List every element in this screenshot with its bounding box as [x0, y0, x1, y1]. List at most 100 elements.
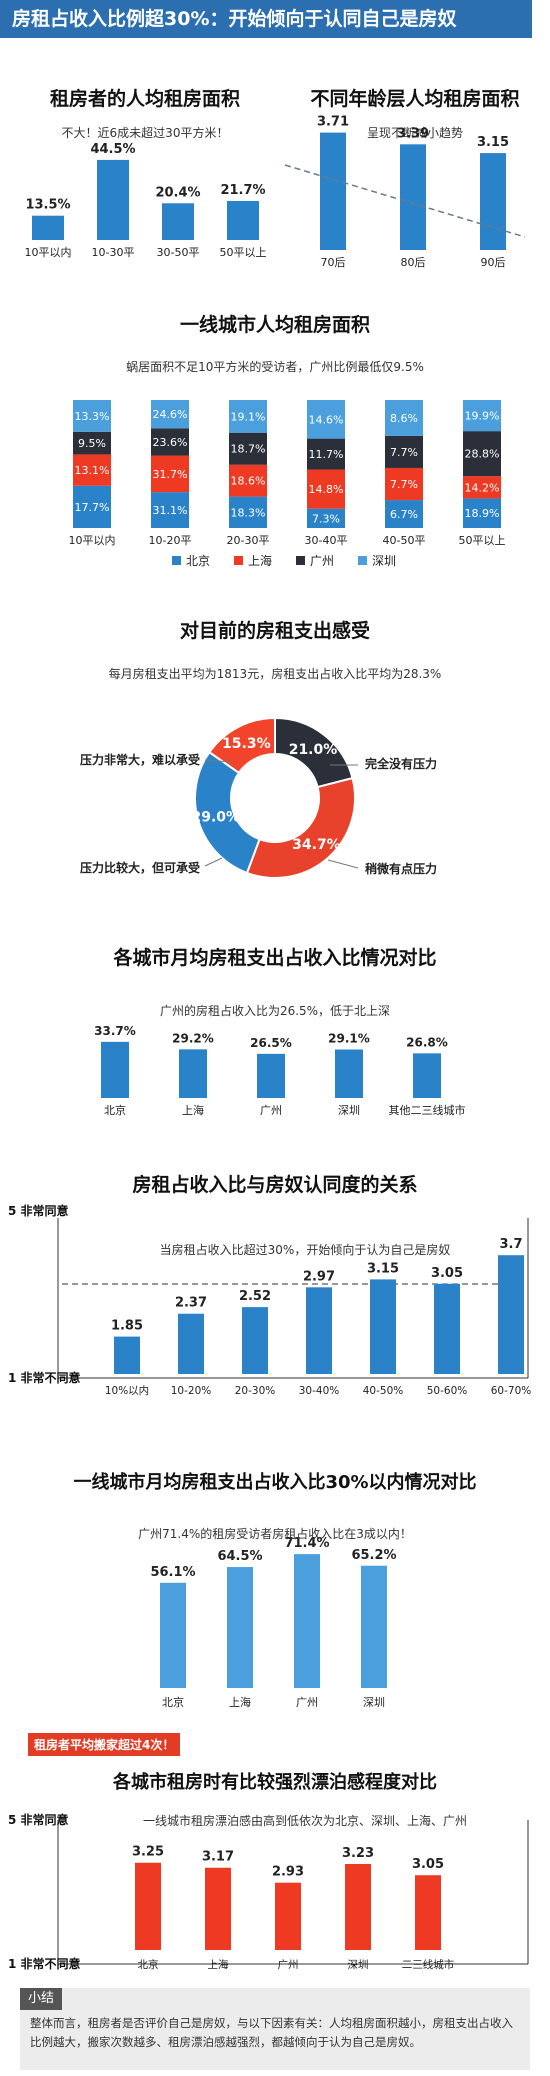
city-area-value-label: 31.7%: [153, 468, 188, 481]
summary-text: 整体而言，租房者是否评价自己是房奴，与以下因素有关：人均租房面积越小，房租支出占…: [30, 2016, 513, 2049]
drift-category-label: 广州: [278, 1959, 299, 1971]
drift-bar: [135, 1862, 161, 1950]
city-area-segment: [307, 400, 345, 439]
donut-category-label: 完全没有压力: [365, 756, 437, 771]
city-area-segment: [73, 431, 111, 455]
city-area-value-label: 19.1%: [231, 410, 266, 423]
age-trendline: [284, 164, 526, 238]
drift-bar: [345, 1863, 371, 1950]
donut-value-label: 21.0%: [289, 742, 338, 758]
drift-category-label: 深圳: [348, 1959, 369, 1971]
area-value-label: 21.7%: [220, 183, 265, 198]
city-area-segment: [151, 400, 189, 429]
ratio-category-label: 其他二三线城市: [389, 1103, 466, 1117]
within30-value-label: 71.4%: [284, 1536, 329, 1551]
age-category-label: 70后: [321, 256, 346, 269]
city-area-segment: [463, 498, 501, 528]
ratio-value-label: 29.2%: [172, 1031, 214, 1045]
donut-value-label: 15.3%: [222, 736, 271, 752]
y-axis-bottom-label: 1 非常不同意: [8, 1370, 81, 1385]
donut-category-label: 压力比较大，但可承受: [80, 860, 200, 875]
ratio-bar: [257, 1053, 285, 1098]
slave-bar: [370, 1279, 396, 1374]
slave-bar: [242, 1307, 268, 1374]
slave-category-label: 10%以内: [105, 1384, 149, 1397]
area-category-label: 10-30平: [92, 246, 135, 259]
city-area-segment: [73, 454, 111, 486]
city-area-category-label: 10-20平: [149, 534, 192, 547]
age-category-label: 90后: [481, 256, 506, 269]
slave-value-label: 3.15: [367, 1261, 399, 1276]
section-title-ratio: 各城市月均房租支出占收入比情况对比: [113, 947, 437, 969]
summary-box: [20, 1988, 530, 2070]
drift-category-label: 二三线城市: [402, 1958, 455, 1971]
area-bar: [162, 203, 194, 240]
city-area-value-label: 14.2%: [465, 481, 500, 494]
within30-category-label: 广州: [296, 1696, 318, 1709]
ratio-bar: [413, 1053, 441, 1098]
y-axis-bottom-label: 1 非常不同意: [8, 1956, 81, 1971]
area-category-label: 30-50平: [157, 246, 200, 259]
city-area-value-label: 7.3%: [312, 512, 340, 525]
area-category-label: 10平以内: [25, 245, 72, 259]
city-area-value-label: 28.8%: [465, 448, 500, 461]
city-area-value-label: 9.5%: [78, 437, 106, 450]
drift-value-label: 2.93: [272, 1865, 304, 1880]
ratio-value-label: 26.8%: [406, 1035, 448, 1049]
slave-value-label: 1.85: [111, 1319, 143, 1334]
ratio-chart: 33.7% 北京 29.2% 上海 26.5% 广州 29.1% 深圳 26.8% 其他二三线城市: [94, 1024, 465, 1117]
slave-category-label: 10-20%: [171, 1385, 212, 1397]
city-area-segment: [463, 431, 501, 477]
drift-category-label: 上海: [208, 1958, 229, 1971]
section-title-age: 不同年龄层人均租房面积: [310, 88, 520, 110]
ratio-value-label: 33.7%: [94, 1024, 136, 1038]
y-axis-top-label: 5 非常同意: [8, 1203, 69, 1218]
within30-chart: 56.1% 北京 64.5% 上海 71.4% 广州 65.2% 深圳: [150, 1536, 396, 1709]
city-area-value-label: 13.3%: [75, 410, 110, 423]
donut-leader-line: [327, 859, 359, 869]
legend-label: 广州: [310, 554, 334, 568]
within30-category-label: 深圳: [363, 1696, 385, 1709]
city-area-segment: [229, 432, 267, 465]
slave-category-label: 30-40%: [299, 1385, 340, 1397]
city-area-segment: [463, 400, 501, 432]
slave-bar: [114, 1336, 140, 1374]
within30-bar: [227, 1567, 253, 1688]
city-area-segment: [463, 476, 501, 499]
legend-swatch: [234, 556, 243, 565]
city-area-value-label: 19.9%: [465, 410, 500, 423]
within30-bar: [160, 1582, 186, 1688]
city-area-category-label: 20-30平: [227, 534, 270, 547]
city-area-category-label: 10平以内: [69, 533, 116, 547]
legend-swatch: [358, 556, 367, 565]
city-area-segment: [151, 492, 189, 528]
city-area-value-label: 18.7%: [231, 443, 266, 456]
age-bar: [400, 144, 426, 250]
city-area-segment: [229, 464, 267, 497]
within30-bar: [294, 1554, 320, 1688]
section-sub-within30: 广州71.4%的租房受访者房租占收入比在3成以内！: [138, 1527, 412, 1541]
age-bar: [480, 153, 506, 250]
ratio-bar: [101, 1041, 129, 1098]
ratio-bar: [179, 1049, 207, 1098]
city-area-value-label: 13.1%: [75, 464, 110, 477]
drift-bar: [205, 1867, 231, 1950]
legend-swatch: [172, 556, 181, 565]
ratio-category-label: 深圳: [338, 1104, 360, 1117]
area-bar: [227, 200, 259, 240]
section-sub-area: 不大！近6成未超过30平方米！: [61, 126, 229, 140]
city-area-chart: 17.7% 13.1% 9.5% 13.3% 10平以内 31.1% 31.7% 23.6% 2…: [69, 400, 506, 547]
city-area-segment: [307, 469, 345, 509]
donut-slice: [194, 750, 261, 875]
donut-leader-line: [204, 759, 233, 763]
section-sub-drift: 一线城市租房漂泊感由高到低依次为北京、深圳、上海、广州: [142, 1814, 467, 1828]
section-title-city-area: 一线城市人均租房面积: [179, 314, 370, 336]
drift-bar: [275, 1882, 301, 1950]
ratio-value-label: 29.1%: [328, 1032, 370, 1046]
city-area-segment: [151, 428, 189, 456]
age-value-label: 3.39: [397, 126, 429, 141]
slave-category-label: 50-60%: [427, 1385, 468, 1397]
ratio-value-label: 26.5%: [250, 1036, 292, 1050]
city-area-value-label: 6.7%: [390, 508, 418, 521]
